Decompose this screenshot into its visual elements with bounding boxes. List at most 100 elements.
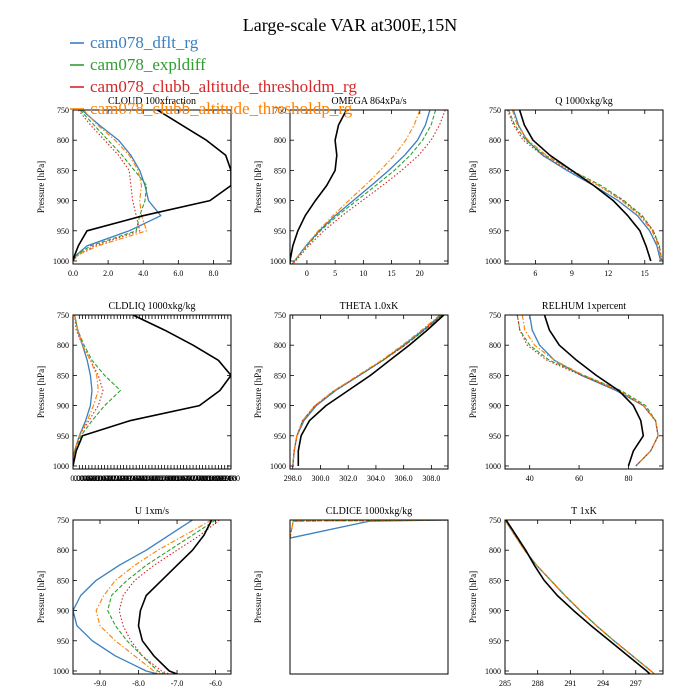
y-tick-label: 900 — [274, 402, 286, 411]
x-tick-label: 0.064 — [165, 474, 183, 483]
panel-7: U 1xm/s Pressure [hPa] 750 800 850 900 950 1000… — [36, 506, 232, 688]
y-tick-label: 1000 — [485, 257, 501, 266]
x-tick-label: 0.030 — [111, 474, 129, 483]
x-tick-label: 0.074 — [181, 474, 199, 483]
x-tick-label: 0.100 — [222, 474, 240, 483]
panel-title: OMEGA 864xPa/s — [331, 96, 406, 107]
x-tick-label: -6.0 — [209, 679, 222, 688]
series-line-m — [506, 110, 663, 262]
y-tick-label: 750 — [274, 106, 286, 115]
x-tick-label: 0.062 — [162, 474, 180, 483]
x-tick-label: 0.052 — [146, 474, 164, 483]
series-line-expl — [516, 315, 659, 467]
y-tick-label: 800 — [489, 341, 501, 350]
x-tick-label: 0.012 — [83, 474, 101, 483]
y-tick-label: 900 — [489, 402, 501, 411]
series-line-m — [73, 110, 141, 262]
y-axis-label: Pressure [hPa] — [253, 161, 263, 213]
x-tick-label: 0.020 — [96, 474, 114, 483]
x-tick-label: 0.004 — [70, 474, 88, 483]
x-tick-label: 2.0 — [103, 269, 113, 278]
y-tick-label: 950 — [274, 227, 286, 236]
panel-title: T 1xK — [571, 506, 597, 517]
x-tick-label: 80 — [624, 474, 632, 483]
x-tick-label: 0.088 — [203, 474, 221, 483]
x-tick-label: 0.014 — [86, 474, 104, 483]
series-line-expl — [107, 520, 216, 674]
y-tick-label: 850 — [489, 371, 501, 380]
panel-title: THETA 1.0xK — [340, 301, 399, 312]
x-tick-label: 9 — [570, 269, 574, 278]
series-line-obs — [518, 110, 652, 262]
y-tick-label: 800 — [57, 136, 69, 145]
series-line-obs — [543, 315, 645, 467]
series-line-dflt — [290, 520, 448, 539]
series-line-m — [291, 110, 446, 264]
x-tick-label: 308.0 — [422, 474, 440, 483]
panel-title: RELHUM 1xpercent — [542, 301, 626, 312]
y-tick-label: 750 — [489, 311, 501, 320]
series-line-obs — [73, 110, 231, 262]
y-axis-label: Pressure [hPa] — [36, 161, 46, 213]
x-tick-label: 4.0 — [138, 269, 148, 278]
panel-title: Q 1000xkg/kg — [555, 96, 613, 107]
x-tick-label: 0.044 — [134, 474, 152, 483]
y-tick-label: 950 — [274, 432, 286, 441]
x-tick-label: 0.096 — [216, 474, 234, 483]
x-tick-label: -8.0 — [132, 679, 145, 688]
y-tick-label: 950 — [57, 227, 69, 236]
x-tick-label: 0.050 — [143, 474, 161, 483]
y-axis-label: Pressure [hPa] — [468, 571, 478, 623]
series-line-obs — [137, 520, 213, 674]
y-tick-label: 950 — [57, 432, 69, 441]
y-tick-label: 800 — [57, 341, 69, 350]
series-line-dflt — [512, 110, 662, 262]
x-tick-label: 10 — [359, 269, 367, 278]
y-tick-label: 850 — [274, 166, 286, 175]
x-tick-label: 0.056 — [152, 474, 170, 483]
y-tick-label: 950 — [489, 227, 501, 236]
x-tick-label: 0.084 — [197, 474, 215, 483]
series-line-expl — [508, 110, 663, 262]
x-tick-label: 291 — [564, 679, 576, 688]
x-tick-label: 297 — [630, 679, 642, 688]
panel-6: RELHUM 1xpercent Pressure [hPa] 750 800 850 9… — [468, 301, 664, 483]
x-tick-label: 40 — [526, 474, 534, 483]
y-axis-label: Pressure [hPa] — [253, 366, 263, 418]
x-tick-label: 0.0 — [68, 269, 78, 278]
y-axis-label: Pressure [hPa] — [36, 571, 46, 623]
series-line-p — [290, 520, 448, 539]
y-axis-label: Pressure [hPa] — [253, 571, 263, 623]
plot-frame — [72, 519, 232, 675]
y-tick-label: 900 — [489, 197, 501, 206]
y-axis-label: Pressure [hPa] — [468, 161, 478, 213]
series-line-obs — [297, 315, 445, 466]
x-tick-label: 0.006 — [73, 474, 91, 483]
x-tick-label: 0.080 — [190, 474, 208, 483]
x-tick-label: 0.032 — [115, 474, 133, 483]
y-tick-label: 900 — [489, 607, 501, 616]
x-tick-label: 0.024 — [102, 474, 120, 483]
y-tick-label: 750 — [274, 311, 286, 320]
x-tick-label: 0.078 — [187, 474, 205, 483]
plot-frame — [289, 314, 449, 470]
series-line-obs — [73, 315, 231, 467]
panel-3: Q 1000xkg/kg Pressure [hPa] 750 800 850 900 95… — [468, 96, 664, 278]
y-tick-label: 850 — [489, 576, 501, 585]
x-tick-label: 12 — [604, 269, 612, 278]
series-line-dflt — [73, 315, 93, 467]
x-tick-label: 0.018 — [92, 474, 110, 483]
y-tick-label: 850 — [489, 166, 501, 175]
panel-4: CLDLIQ 1000xkg/kg Pressure [hPa] 750 800 850… — [36, 301, 240, 483]
x-tick-label: 0.028 — [108, 474, 126, 483]
x-tick-label: 0.058 — [156, 474, 174, 483]
plot-frame — [72, 314, 232, 470]
panel-1: CLOUD 100xfraction Pressure [hPa] 750 800 85… — [36, 96, 232, 278]
y-tick-label: 800 — [489, 546, 501, 555]
legend-item: cam078_expldiff — [70, 55, 206, 74]
series-line-expl — [505, 520, 655, 674]
y-tick-label: 750 — [57, 516, 69, 525]
x-tick-label: 15 — [641, 269, 649, 278]
y-tick-label: 950 — [489, 637, 501, 646]
